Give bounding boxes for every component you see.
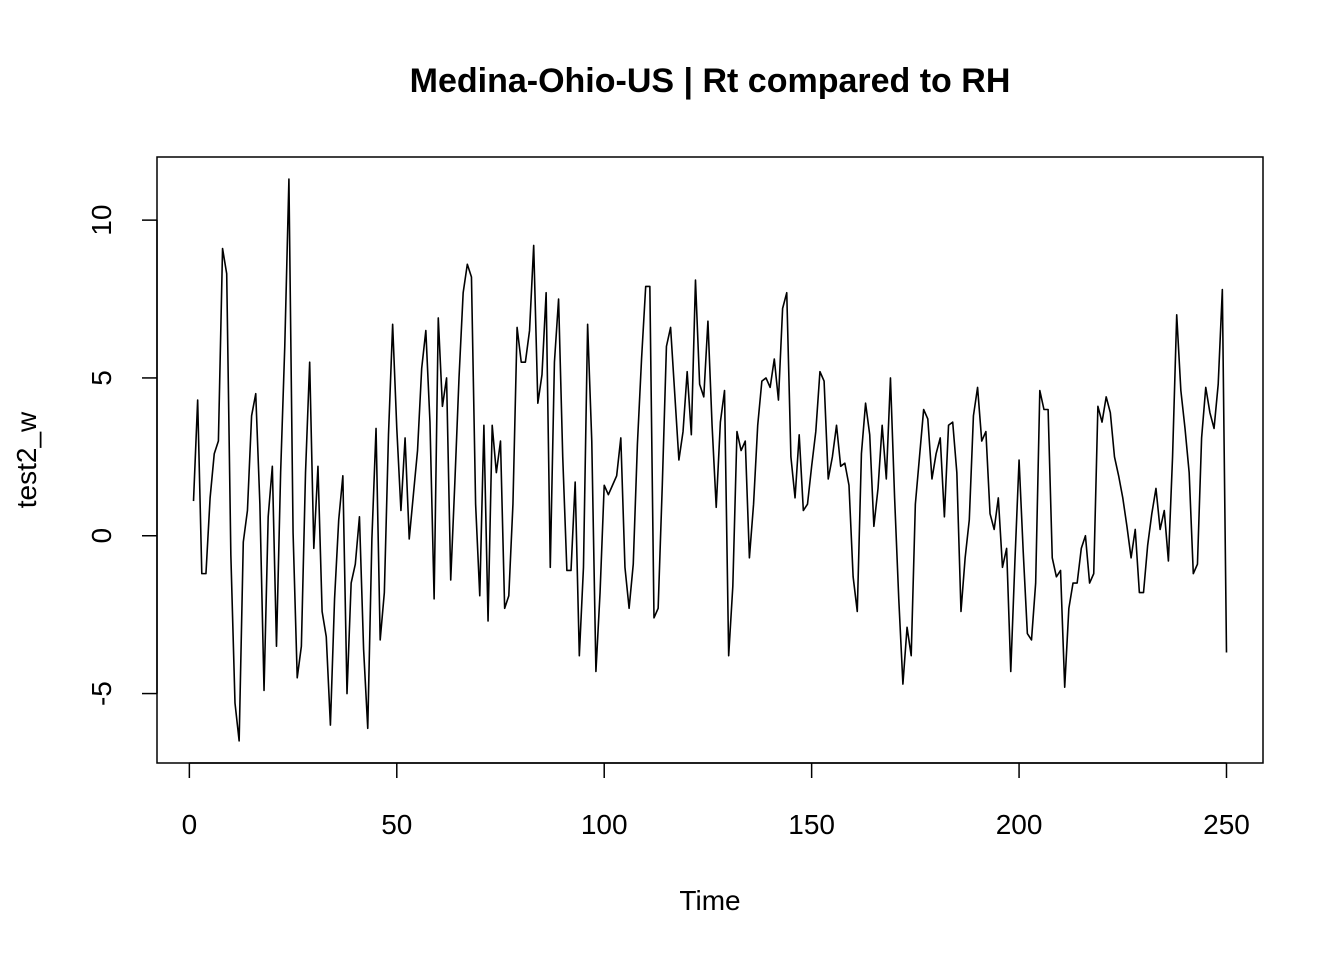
y-tick-label: 5 bbox=[86, 370, 117, 386]
x-axis: 0 50 100 150 200 250 bbox=[182, 762, 1250, 840]
x-axis-label: Time bbox=[679, 885, 740, 916]
y-tick-label: 0 bbox=[86, 528, 117, 544]
x-tick-label: 100 bbox=[581, 809, 628, 840]
x-tick-label: 50 bbox=[381, 809, 412, 840]
y-axis: -5 0 5 10 bbox=[86, 205, 158, 706]
y-axis-label: test2_w bbox=[11, 411, 42, 508]
x-tick-label: 200 bbox=[996, 809, 1043, 840]
x-tick-label: 250 bbox=[1203, 809, 1250, 840]
chart-title: Medina-Ohio-US | Rt compared to RH bbox=[410, 62, 1011, 100]
y-tick-label: 10 bbox=[86, 205, 117, 236]
y-tick-label: -5 bbox=[86, 681, 117, 706]
x-tick-label: 150 bbox=[788, 809, 835, 840]
series-line bbox=[192, 178, 1228, 742]
x-tick-label: 0 bbox=[182, 809, 198, 840]
